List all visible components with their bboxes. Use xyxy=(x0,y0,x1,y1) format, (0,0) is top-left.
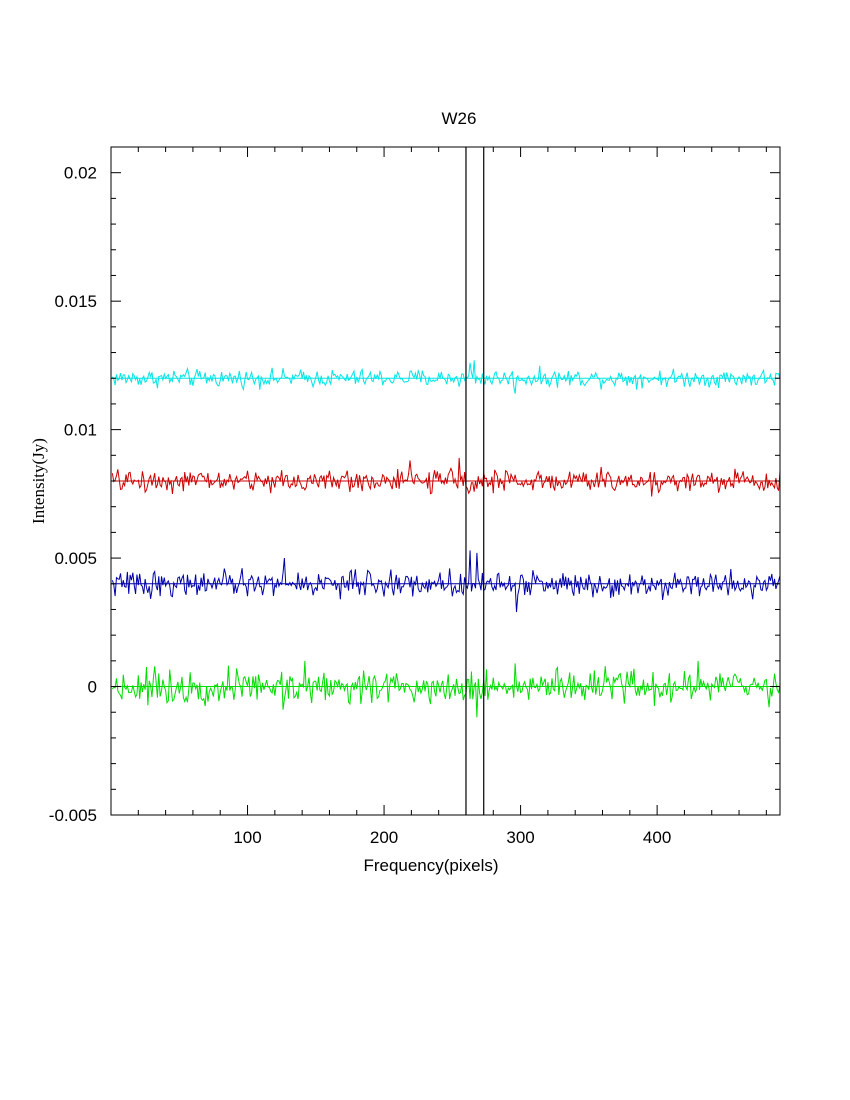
plot-frame xyxy=(110,146,781,816)
series-line-4 xyxy=(111,660,781,718)
x-axis-label: Frequency(pixels) xyxy=(363,856,498,875)
y-tick-label: 0.01 xyxy=(64,421,97,440)
y-axis-label: Intensity(Jy) xyxy=(29,438,48,524)
x-tick-label: 300 xyxy=(506,828,534,847)
x-tick-label: 400 xyxy=(643,828,671,847)
axis-ticks: -0.005 0 0.005 0.01 0.015 0.02 100 200 300 400 xyxy=(49,146,780,847)
y-tick-label: 0.005 xyxy=(54,549,97,568)
y-tick-label: -0.005 xyxy=(49,806,97,825)
series-line-2 xyxy=(111,457,781,497)
y-tick-label: 0 xyxy=(88,678,97,697)
x-tick-label: 200 xyxy=(370,828,398,847)
x-tick-label: 100 xyxy=(233,828,261,847)
series-layer xyxy=(111,360,781,718)
series-line-3 xyxy=(111,550,781,613)
y-tick-label: 0.02 xyxy=(64,164,97,183)
y-tick-label: 0.015 xyxy=(54,292,97,311)
chart-title: W26 xyxy=(442,109,477,128)
series-line-1 xyxy=(111,360,781,394)
vertical-lines xyxy=(465,147,485,815)
